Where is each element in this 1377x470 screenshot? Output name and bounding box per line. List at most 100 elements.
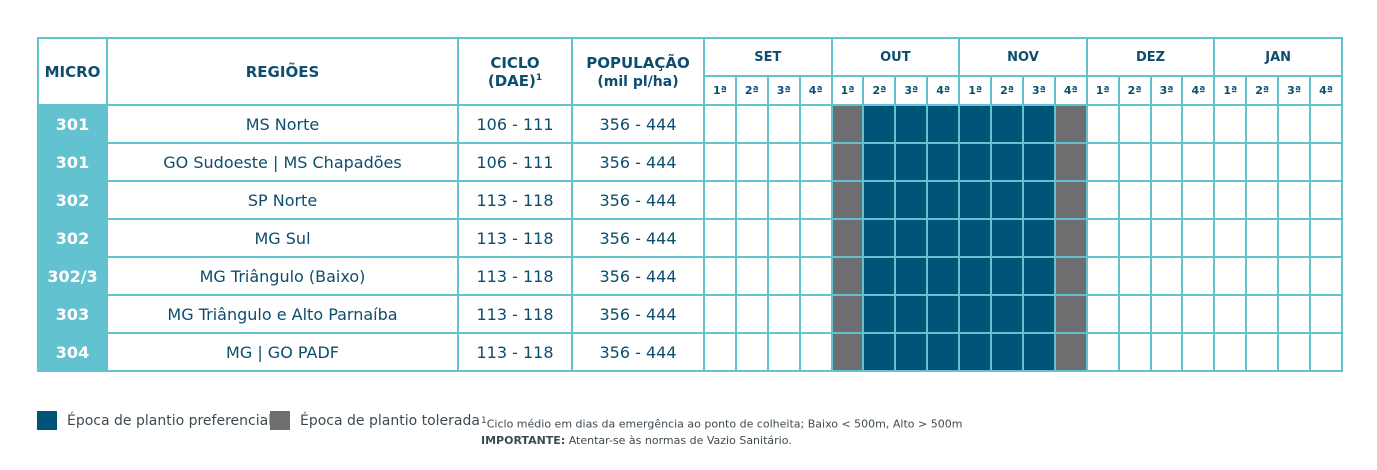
period-cell <box>1277 294 1312 334</box>
period-cell-preferencial <box>1021 218 1056 258</box>
week-header: 2ª <box>1245 75 1280 106</box>
ciclo-cell: 106 - 111 <box>457 142 573 182</box>
week-header: 4ª <box>798 75 833 106</box>
period-cell-tolerada <box>830 294 865 334</box>
period-cell-preferencial <box>958 218 993 258</box>
period-cell <box>798 332 833 372</box>
week-header: 4ª <box>1181 75 1216 106</box>
period-cell <box>1309 142 1343 182</box>
week-header: 1ª <box>958 75 993 106</box>
period-cell-preferencial <box>990 256 1024 296</box>
period-cell-preferencial <box>862 104 897 144</box>
period-cell <box>734 180 769 220</box>
period-cell <box>734 142 769 182</box>
regiao-cell: SP Norte <box>106 180 459 220</box>
populacao-cell: 356 - 444 <box>571 332 705 372</box>
footnotes: 1Ciclo médio em dias da emergência ao po… <box>481 413 962 449</box>
table-row: 301 GO Sudoeste | MS Chapadões 106 - 111 35… <box>37 142 1343 182</box>
period-cell <box>1213 142 1248 182</box>
period-cell <box>703 332 737 372</box>
table-row: 301 MS Norte 106 - 111 356 - 444 <box>37 104 1343 144</box>
week-header: 2ª <box>1117 75 1152 106</box>
period-cell <box>703 142 737 182</box>
period-cell-preferencial <box>862 142 897 182</box>
period-cell <box>1213 180 1248 220</box>
period-cell <box>1085 294 1120 334</box>
period-cell <box>1149 104 1184 144</box>
regiao-cell: MS Norte <box>106 104 459 144</box>
regiao-cell: MG Sul <box>106 218 459 258</box>
footnote-importante: IMPORTANTE: Atentar-se às normas de Vazi… <box>481 433 962 449</box>
period-cell <box>1117 332 1152 372</box>
period-cell-preferencial <box>862 218 897 258</box>
period-cell <box>766 294 801 334</box>
period-cell-preferencial <box>926 142 961 182</box>
table-row: 302/3 MG Triângulo (Baixo) 113 - 118 356 - … <box>37 256 1343 296</box>
period-cell <box>1181 294 1216 334</box>
ciclo-cell: 113 - 118 <box>457 256 573 296</box>
period-cell <box>1213 294 1248 334</box>
period-cell-tolerada <box>1053 332 1088 372</box>
ciclo-cell: 113 - 118 <box>457 218 573 258</box>
period-cell-preferencial <box>862 332 897 372</box>
week-header: 3ª <box>1277 75 1312 106</box>
micro-cell: 302 <box>37 180 108 220</box>
micro-cell: 302 <box>37 218 108 258</box>
month-header-row: MICRO REGIÕES CICLO (DAE)1 POPULAÇÃO (mi… <box>37 37 1343 106</box>
table-row: 302 SP Norte 113 - 118 356 - 444 <box>37 180 1343 220</box>
period-cell-tolerada <box>1053 294 1088 334</box>
period-cell <box>1181 332 1216 372</box>
period-cell-tolerada <box>830 104 865 144</box>
period-cell-tolerada <box>830 332 865 372</box>
period-cell <box>1277 104 1312 144</box>
period-cell-preferencial <box>926 294 961 334</box>
period-cell-preferencial <box>958 142 993 182</box>
period-cell <box>766 142 801 182</box>
table-row: 303 MG Triângulo e Alto Parnaíba 113 - 118… <box>37 294 1343 334</box>
period-cell <box>1149 180 1184 220</box>
period-cell <box>1309 104 1343 144</box>
period-cell-preferencial <box>894 180 929 220</box>
period-cell-preferencial <box>958 104 993 144</box>
regioes-header: REGIÕES <box>106 37 459 106</box>
period-cell <box>703 256 737 296</box>
period-cell <box>1309 218 1343 258</box>
week-header: 3ª <box>1149 75 1184 106</box>
table-row: 302 MG Sul 113 - 118 356 - 444 <box>37 218 1343 258</box>
regiao-cell: MG Triângulo (Baixo) <box>106 256 459 296</box>
period-cell <box>1117 142 1152 182</box>
month-header: JAN <box>1213 37 1343 77</box>
period-cell-preferencial <box>1021 332 1056 372</box>
period-cell-preferencial <box>990 294 1024 334</box>
period-cell <box>1245 332 1280 372</box>
month-header: NOV <box>958 37 1088 77</box>
ciclo-cell: 113 - 118 <box>457 332 573 372</box>
preferencial-swatch <box>37 411 57 430</box>
period-cell <box>1117 294 1152 334</box>
period-cell-preferencial <box>894 104 929 144</box>
week-header: 3ª <box>894 75 929 106</box>
legend-tolerada-label: Época de plantio tolerada <box>300 412 480 429</box>
week-header: 3ª <box>766 75 801 106</box>
period-cell <box>1213 332 1248 372</box>
ciclo-cell: 106 - 111 <box>457 104 573 144</box>
importante-text: Atentar-se às normas de Vazio Sanitário. <box>565 433 792 447</box>
period-cell <box>1181 142 1216 182</box>
period-cell-tolerada <box>830 180 865 220</box>
populacao-cell: 356 - 444 <box>571 180 705 220</box>
ciclo-header-line2: (DAE) <box>487 71 536 90</box>
week-header: 2ª <box>862 75 897 106</box>
footnote-text: Ciclo médio em dias da emergência ao pon… <box>486 417 963 431</box>
populacao-header: POPULAÇÃO (mil pl/ha) <box>571 37 705 106</box>
period-cell <box>734 294 769 334</box>
footnote-mark: 1 <box>481 416 487 426</box>
week-header: 1ª <box>1213 75 1248 106</box>
period-cell-preferencial <box>926 332 961 372</box>
populacao-header-line1: POPULAÇÃO <box>586 53 690 72</box>
period-cell <box>1085 218 1120 258</box>
week-header: 2ª <box>734 75 769 106</box>
period-cell <box>1213 218 1248 258</box>
period-cell <box>1181 256 1216 296</box>
period-cell-preferencial <box>926 104 961 144</box>
week-header-row: 1ª 2ª 3ª 4ª 1ª 2ª 3ª 4ª 1ª 2ª 3ª 4ª 1ª 2ª 3ª 4ª 1ª 2ª 3ª 4ª <box>38 75 1343 106</box>
